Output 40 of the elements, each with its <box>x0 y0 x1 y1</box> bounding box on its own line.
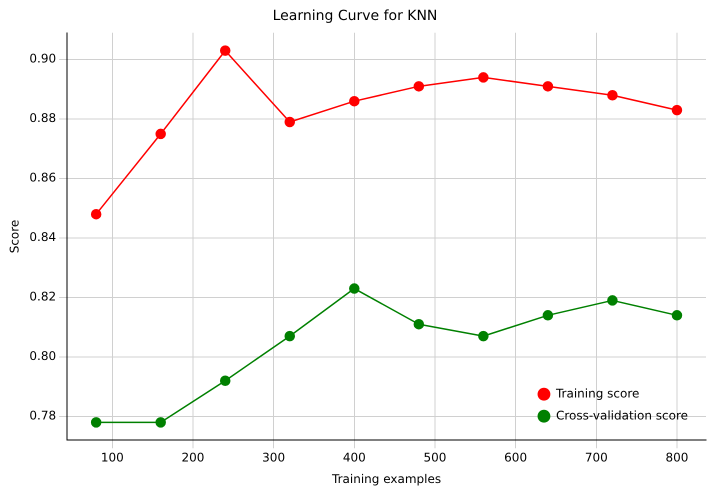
point <box>414 81 424 92</box>
point <box>542 310 554 321</box>
legend-label: Training score <box>554 386 640 400</box>
point <box>220 375 230 386</box>
point <box>542 81 554 92</box>
y-axis-title: Score <box>7 220 22 254</box>
x-tick-label: 200 <box>182 450 204 465</box>
legend-label: Cross-validation score <box>556 408 688 422</box>
x-tick-label: 500 <box>424 450 446 465</box>
y-tick-label: 0.86 <box>29 170 56 185</box>
y-tick-label: 0.84 <box>29 230 56 244</box>
point <box>478 72 489 83</box>
x-tick-label: 100 <box>100 450 124 465</box>
point <box>607 90 618 100</box>
y-tick-label: 0.90 <box>29 52 56 66</box>
chart-title: Learning Curve for KNN <box>272 8 438 24</box>
x-axis-title: Training examples <box>331 472 442 486</box>
point <box>349 96 360 106</box>
x-tick-label: 300 <box>262 450 286 465</box>
point <box>414 318 424 330</box>
point <box>478 330 489 342</box>
point <box>155 128 166 140</box>
x-tick-label: 600 <box>504 450 528 465</box>
point <box>90 417 102 428</box>
point <box>672 310 682 321</box>
point <box>90 208 102 220</box>
point <box>607 295 618 306</box>
y-tick-label: 0.80 <box>29 349 56 364</box>
point <box>349 283 360 294</box>
x-tick-label: 800 <box>666 450 688 465</box>
point <box>672 104 682 116</box>
y-tick-label: 0.78 <box>29 408 56 423</box>
point <box>220 45 230 56</box>
y-tick-label: 0.88 <box>29 111 56 126</box>
y-tick-label: 0.82 <box>29 290 56 304</box>
x-tick-label: 400 <box>342 450 366 465</box>
point <box>284 116 296 128</box>
point <box>155 417 166 428</box>
x-tick-label: 700 <box>584 450 608 465</box>
point <box>284 330 296 342</box>
